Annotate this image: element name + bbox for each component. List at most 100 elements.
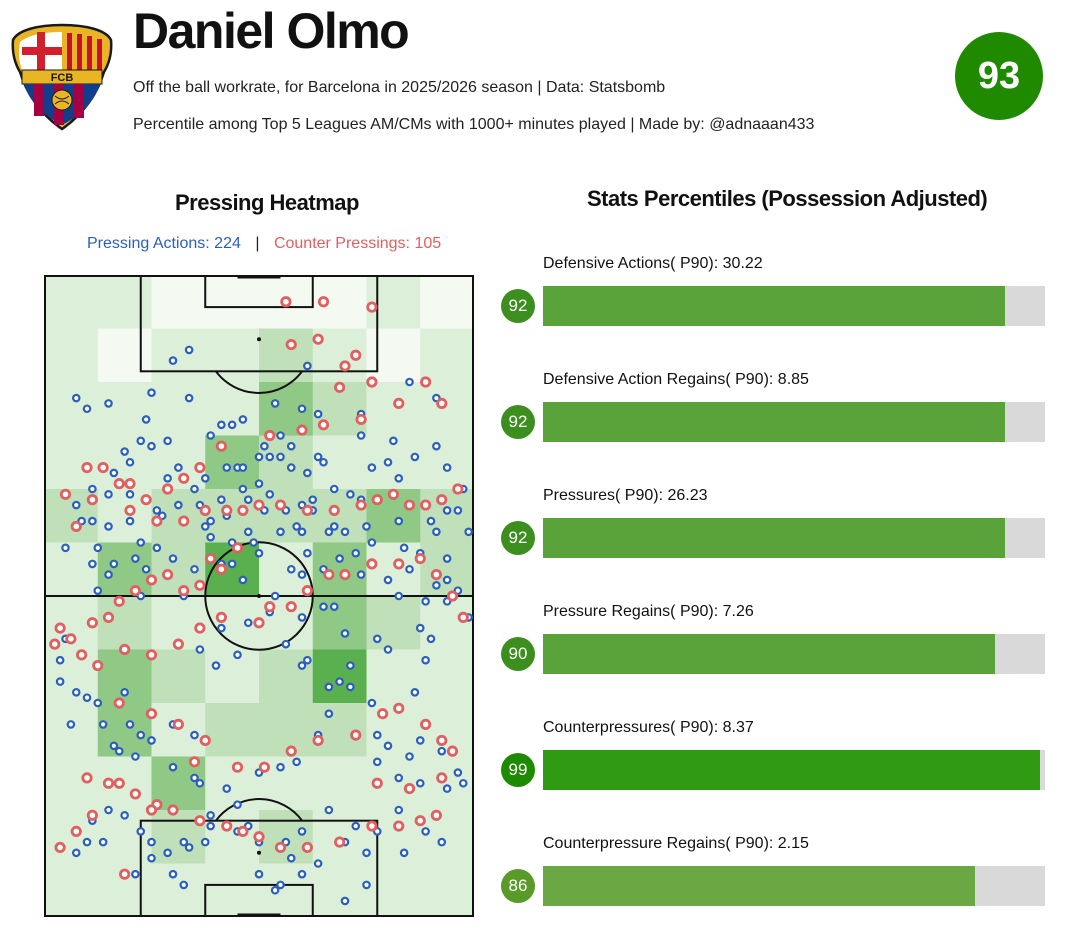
- pressing-action-point: [163, 436, 172, 446]
- counter-pressing-point: [81, 462, 93, 474]
- pressing-action-point: [399, 848, 409, 858]
- stat-percentile-circle: 86: [501, 869, 535, 903]
- pressing-action-point: [125, 720, 135, 729]
- pressing-action-point: [303, 548, 312, 558]
- pressing-action-point: [168, 762, 178, 772]
- pressing-action-point: [136, 436, 146, 446]
- pressing-action-point: [442, 784, 452, 793]
- counter-pressing-point: [172, 718, 184, 730]
- pressing-action-point: [329, 484, 339, 494]
- counter-pressing-point: [312, 734, 324, 747]
- pressing-action-point: [168, 356, 178, 365]
- pressing-action-point: [319, 602, 328, 612]
- pressing-action-point: [147, 853, 156, 863]
- pressing-action-point: [356, 431, 366, 440]
- center-spot: [257, 594, 261, 598]
- heatmap-cell: [259, 810, 314, 864]
- counter-pressing-point: [436, 397, 448, 409]
- heatmap-cell: [97, 328, 152, 383]
- pressing-action-point: [281, 639, 291, 649]
- pressing-action-point: [88, 484, 97, 494]
- counter-pressing-point: [81, 772, 93, 784]
- pressing-action-point: [415, 623, 425, 633]
- pressing-action-point: [410, 452, 420, 462]
- pressing-action-point: [184, 345, 194, 355]
- pressing-action-point: [362, 880, 371, 890]
- heatmap-cell: [44, 542, 99, 597]
- pressing-action-point: [131, 869, 140, 879]
- pressing-action-point: [297, 613, 307, 622]
- pressing-action-point: [71, 500, 81, 510]
- counter-pressing-point: [97, 462, 109, 474]
- counter-pressing-point: [328, 504, 340, 516]
- counter-pressing-point: [350, 349, 362, 361]
- pressing-action-point: [297, 827, 307, 836]
- counter-pressing-point: [420, 376, 432, 388]
- counter-pressing-point: [312, 333, 324, 345]
- pressing-action-point: [109, 741, 119, 751]
- heatmap-cell: [420, 863, 474, 917]
- pressing-action-point: [206, 516, 215, 526]
- heatmap-cell: [312, 756, 367, 811]
- pressing-action-point: [329, 602, 339, 612]
- counter-pressing-point: [446, 745, 459, 757]
- counter-pressing-point: [285, 745, 297, 757]
- pressing-action-point: [131, 554, 140, 563]
- heatmap-cell: [366, 863, 421, 917]
- counter-pressing-point: [102, 777, 115, 789]
- pressing-action-point: [179, 880, 189, 890]
- counter-pressing-point: [215, 611, 227, 623]
- pressing-action-point: [136, 827, 146, 836]
- pressing-action-point: [372, 730, 382, 740]
- heatmap-title: Pressing Heatmap: [175, 190, 359, 215]
- heatmap-cell: [366, 382, 421, 436]
- counter-pressing-point: [172, 638, 184, 650]
- pressing-action-point: [98, 837, 108, 847]
- heatmap-cell: [97, 382, 152, 436]
- pressing-action-point: [114, 746, 124, 756]
- pressing-action-point: [206, 811, 215, 820]
- pressing-action-point: [297, 527, 307, 537]
- counter-pressing-point: [237, 825, 249, 838]
- pressing-action-point: [394, 474, 404, 483]
- counter-pressing-point: [403, 782, 416, 795]
- pressing-action-point: [324, 805, 334, 815]
- pressing-action-point: [340, 527, 350, 537]
- counter-pressing-point: [301, 504, 313, 516]
- counter-pressing-point: [339, 360, 351, 372]
- pressing-action-point: [270, 591, 280, 601]
- counter-pressing-point: [414, 552, 426, 565]
- counter-pressing-point: [436, 772, 448, 784]
- heatmap-cell: [97, 703, 152, 757]
- pressing-action-point: [152, 506, 162, 515]
- pressing-action-point: [286, 853, 296, 863]
- pressing-action-point: [55, 677, 65, 686]
- counter-pressing-point: [285, 601, 297, 613]
- heatmap-cell: [420, 382, 474, 436]
- pressing-action-point: [394, 805, 404, 815]
- pressing-action-point: [120, 687, 129, 697]
- pressing-action-point: [292, 757, 301, 767]
- stat-percentile-circle: 92: [501, 521, 535, 555]
- pressing-action-point: [109, 468, 119, 478]
- counter-pressing-point: [371, 494, 383, 506]
- pressing-action-point: [297, 661, 307, 670]
- counter-pressing-point: [194, 579, 206, 591]
- pressing-action-point: [405, 564, 414, 574]
- stat-bar-fill: [543, 402, 1005, 442]
- pressing-action-point: [168, 554, 178, 563]
- pressing-action-point: [319, 457, 328, 467]
- pressing-action-point: [442, 506, 452, 515]
- pressing-action-point: [432, 527, 441, 537]
- pressing-action-point: [254, 479, 264, 488]
- counter-pressing-point: [403, 499, 416, 511]
- counter-pressing-point: [199, 504, 211, 516]
- counter-pressing-point: [54, 622, 66, 634]
- stat-bar-track: [543, 402, 1045, 442]
- pressing-action-point: [313, 859, 323, 868]
- pressing-action-point: [93, 543, 103, 553]
- counter-pressing-point: [355, 413, 367, 426]
- heatmap-cell: [205, 542, 260, 597]
- counter-pressing-point: [129, 585, 141, 597]
- pressing-action-point: [303, 655, 312, 665]
